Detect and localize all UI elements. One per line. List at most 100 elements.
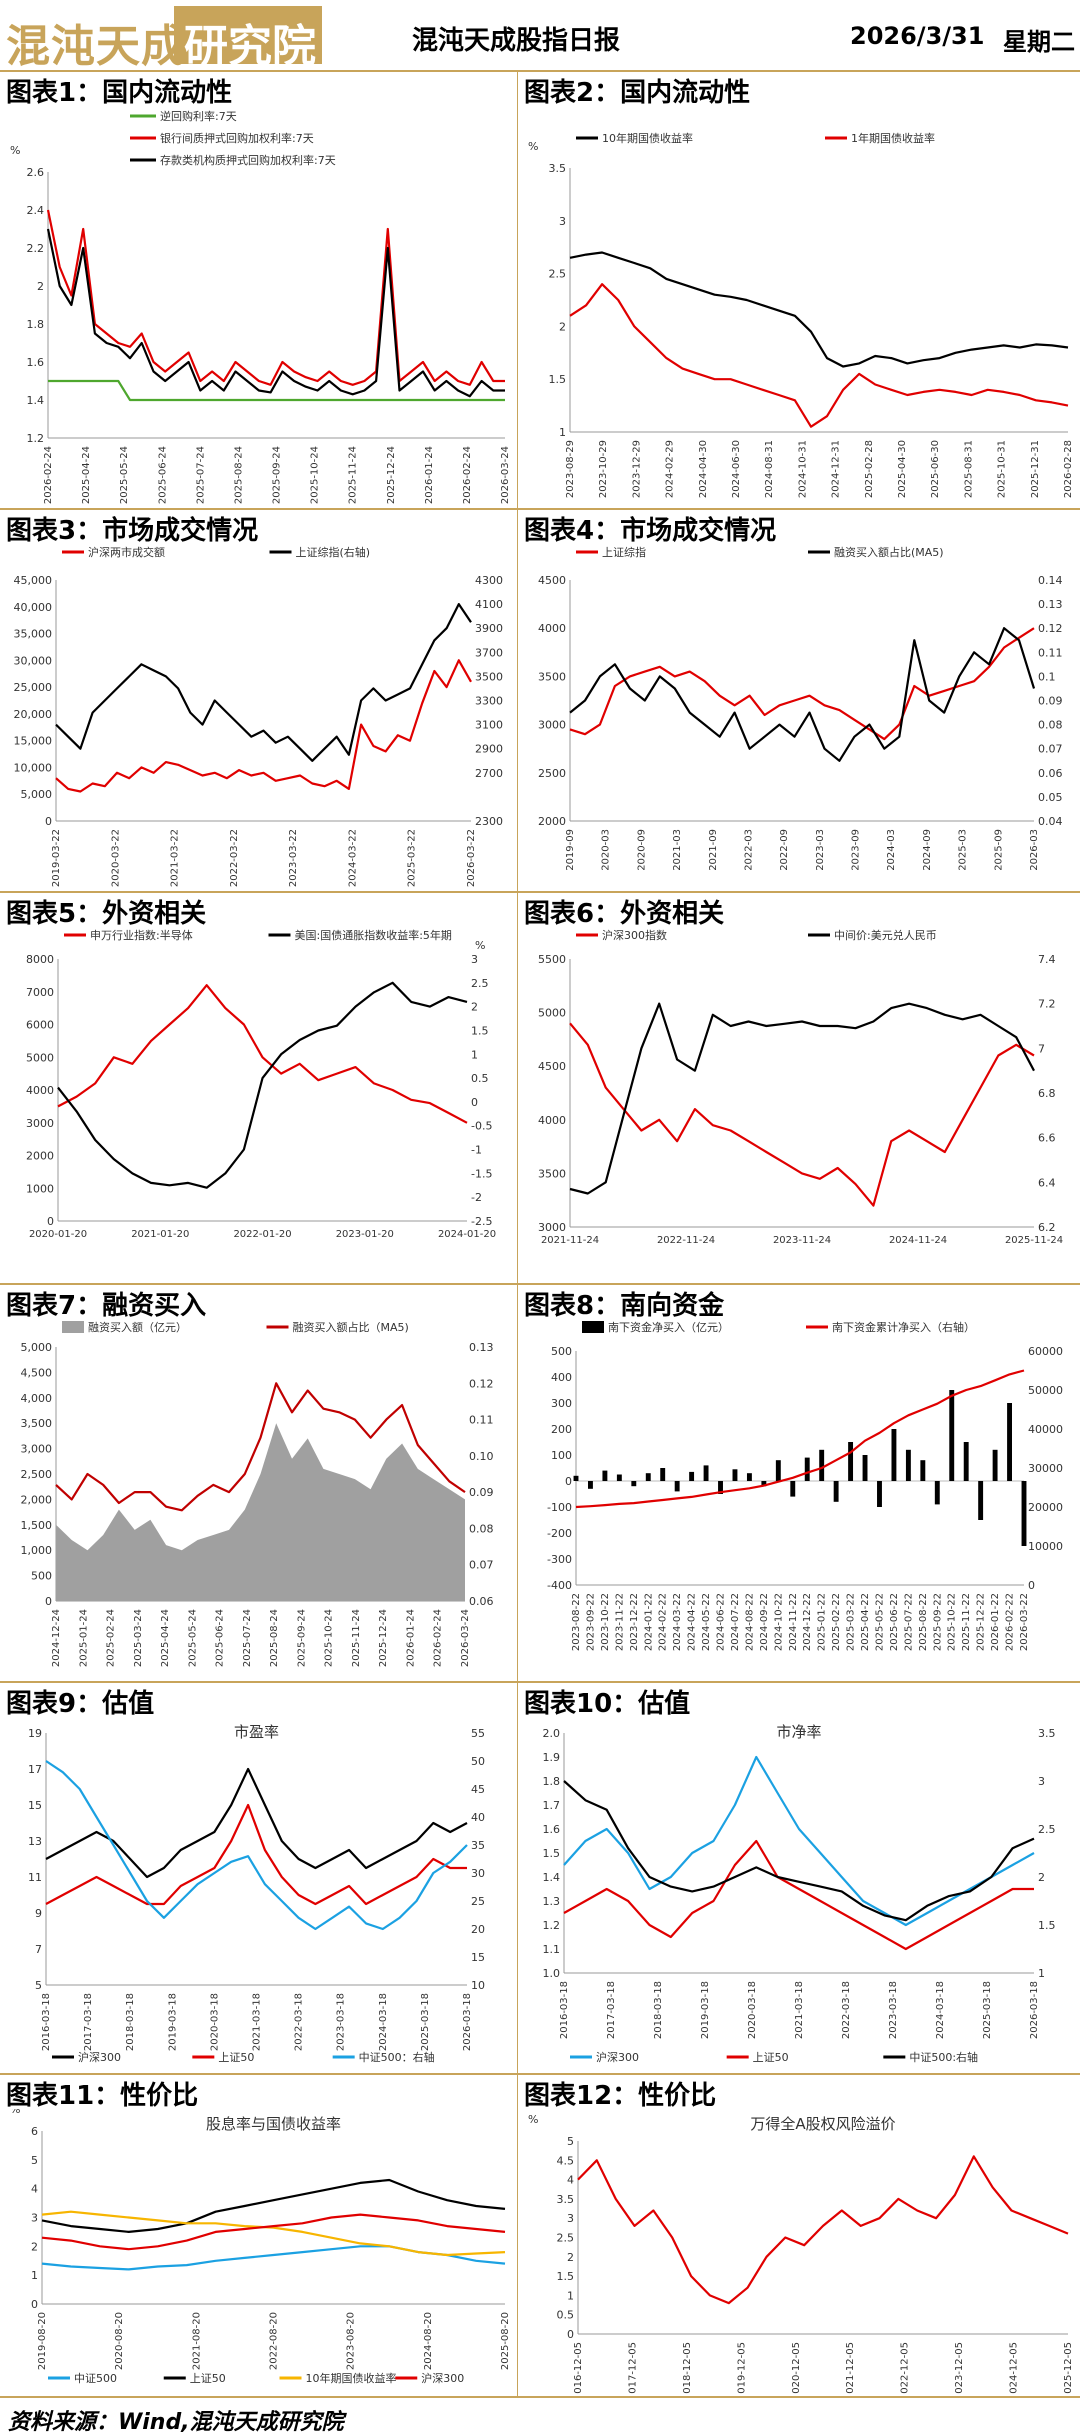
x-tick-label: 2023-09-22 — [585, 1593, 596, 1651]
y2-tick-label: 7.2 — [1038, 998, 1056, 1011]
y-tick-label: 3000 — [538, 719, 566, 732]
y-tick-label: 8000 — [26, 953, 54, 966]
x-tick-label: 2025-02-22 — [831, 1593, 842, 1651]
x-tick-label: 2025-01-24 — [78, 1609, 89, 1667]
bar-mark — [1021, 1481, 1027, 1546]
x-tick-label: 2023-03-22 — [288, 829, 299, 887]
legend-label: 融资买入额占比(MA5) — [834, 545, 944, 559]
y2-tick-label: 6.4 — [1038, 1176, 1056, 1189]
y2-tick-label: 7.4 — [1038, 953, 1056, 966]
y-tick-label: 400 — [551, 1371, 572, 1384]
x-tick-label: 2026-03-22 — [1019, 1593, 1030, 1651]
x-tick-label: 2021-03 — [672, 829, 683, 871]
legend-label: 沪深300 — [78, 2050, 121, 2064]
x-tick-label: 2024-11-22 — [788, 1593, 799, 1651]
y-tick-label: 1 — [31, 2269, 38, 2282]
chart-panel-6: 图表6：外资相关 3000 3500 4000 4500 5000 5500 6.2 6.4 6.… — [518, 893, 1080, 1285]
x-tick-label: 2026-03 — [1029, 829, 1040, 871]
bar-mark — [934, 1481, 940, 1505]
chart-title-7: 图表7：融资买入 — [6, 1291, 207, 1321]
series-line — [46, 209, 505, 386]
bar-mark — [761, 1481, 767, 1487]
y2-tick-label: 60000 — [1028, 1345, 1063, 1358]
x-tick-label: 2025-11-22 — [961, 1593, 972, 1651]
x-tick-label: 2025-09 — [993, 829, 1004, 871]
x-tick-label: 2024-03-18 — [935, 1981, 946, 2039]
series-line — [575, 1369, 1025, 1509]
y2-tick-label: -0.5 — [471, 1120, 492, 1133]
bar-mark — [588, 1481, 593, 1489]
y-tick-label: 4000 — [26, 1084, 54, 1097]
y2-tick-label: 0.13 — [1038, 598, 1063, 611]
y-tick-label: 2.5 — [549, 268, 567, 281]
legend-label: 上证50 — [753, 2051, 789, 2064]
chart-title-1: 图表1：国内流动性 — [6, 78, 233, 108]
x-tick-label: 2024-02-22 — [658, 1593, 669, 1651]
x-tick-label: 2017-03-18 — [606, 1981, 617, 2039]
x-tick-label: 2023-12-05 — [954, 2342, 965, 2394]
chart-inner-title: 股息率与国债收益率 — [206, 2115, 341, 2133]
y-unit-label: % — [528, 140, 538, 153]
series-line — [563, 1780, 1035, 1922]
y-tick-label: 10,000 — [14, 761, 53, 774]
y2-tick-label: 0.11 — [469, 1414, 494, 1427]
y-tick-label: 4000 — [538, 1114, 566, 1127]
x-tick-label: 2026-02-22 — [1005, 1593, 1016, 1651]
y-tick-label: 19 — [28, 1727, 42, 1740]
y2-tick-label: 0.12 — [1038, 622, 1063, 635]
chart-title-6: 图表6：外资相关 — [524, 899, 725, 929]
legend-label: 上证50 — [190, 2372, 226, 2385]
x-tick-label: 2026-02-28 — [1063, 440, 1074, 498]
series-line — [55, 603, 472, 762]
x-tick-label: 2023-01-20 — [336, 1229, 394, 1240]
x-tick-label: 2025-06-30 — [930, 440, 941, 498]
series-line — [563, 1755, 1035, 1927]
x-tick-label: 2018-12-05 — [682, 2342, 693, 2394]
chart-svg-8: -400 -300 -200 -100 0 100 200 300 400 500 0 10000 20… — [547, 1320, 1063, 1651]
x-tick-label: 2022-03 — [743, 829, 754, 871]
y2-tick-label: -1 — [471, 1144, 482, 1157]
x-tick-label: 2025-12-24 — [378, 1609, 389, 1667]
x-tick-label: 2019-03-18 — [167, 1993, 178, 2051]
bar-mark — [746, 1473, 752, 1481]
bar-mark — [718, 1481, 723, 1494]
x-tick-label: 2025-03-22 — [846, 1593, 857, 1651]
bar-mark — [732, 1469, 738, 1481]
legend-label: 中证500：右轴 — [359, 2050, 435, 2064]
chart-panel-10: 图表10：估值 市净率 1.0 1.1 1.2 1.3 1.4 1.5 1.6 1.7 1.8 1.9… — [518, 1683, 1080, 2075]
y-tick-label: 2.2 — [27, 242, 45, 255]
y-tick-label: 5500 — [538, 953, 566, 966]
legend-label: 1年期国债收益率 — [851, 131, 935, 145]
x-tick-label: 2024-06-22 — [716, 1593, 727, 1651]
chart-panel-11: 图表11：性价比 股息率与国债收益率% 0 1 2 3 4 5 6 2019-08-20 2020-… — [0, 2075, 517, 2396]
y-tick-label: 2000 — [26, 1150, 54, 1163]
bar-mark — [978, 1481, 984, 1520]
y-tick-label: 2500 — [538, 767, 566, 780]
x-tick-label: 2023-11-24 — [773, 1235, 831, 1246]
y2-tick-label: 30000 — [1028, 1462, 1063, 1475]
chart-inner-title: 市净率 — [776, 1723, 821, 1741]
y-tick-label: 4 — [31, 2183, 38, 2196]
x-tick-label: 2021-03-22 — [170, 829, 181, 887]
bar-mark — [703, 1465, 709, 1481]
x-tick-label: 2025-10-24 — [310, 446, 321, 504]
series-line — [41, 2210, 506, 2257]
x-tick-label: 2025-04-22 — [860, 1593, 871, 1651]
y-tick-label: 300 — [551, 1397, 572, 1410]
chart-svg-4: 2000 2500 3000 3500 4000 4500 0.04 0.05 0.06 0.07… — [538, 545, 1063, 871]
y2-unit-label: % — [475, 939, 485, 952]
y-tick-label: 1.5 — [557, 2270, 575, 2283]
legend-label: 南下资金净买入（亿元） — [608, 1320, 729, 1334]
x-tick-label: 2026-01-24 — [424, 446, 435, 504]
y2-tick-label: 1 — [1038, 1967, 1045, 1980]
x-tick-label: 2026-03-24 — [460, 1609, 471, 1667]
y-tick-label: 1.1 — [543, 1943, 561, 1956]
y-tick-label: -400 — [547, 1579, 572, 1592]
row-divider — [0, 2073, 1080, 2075]
y2-tick-label: 55 — [471, 1727, 485, 1740]
legend-label: 逆回购利率:7天 — [160, 109, 237, 123]
y2-tick-label: 20 — [471, 1923, 485, 1936]
x-tick-label: 2026-03-18 — [462, 1993, 473, 2051]
series-line — [46, 228, 505, 398]
x-tick-label: 2022-03-18 — [294, 1993, 305, 2051]
